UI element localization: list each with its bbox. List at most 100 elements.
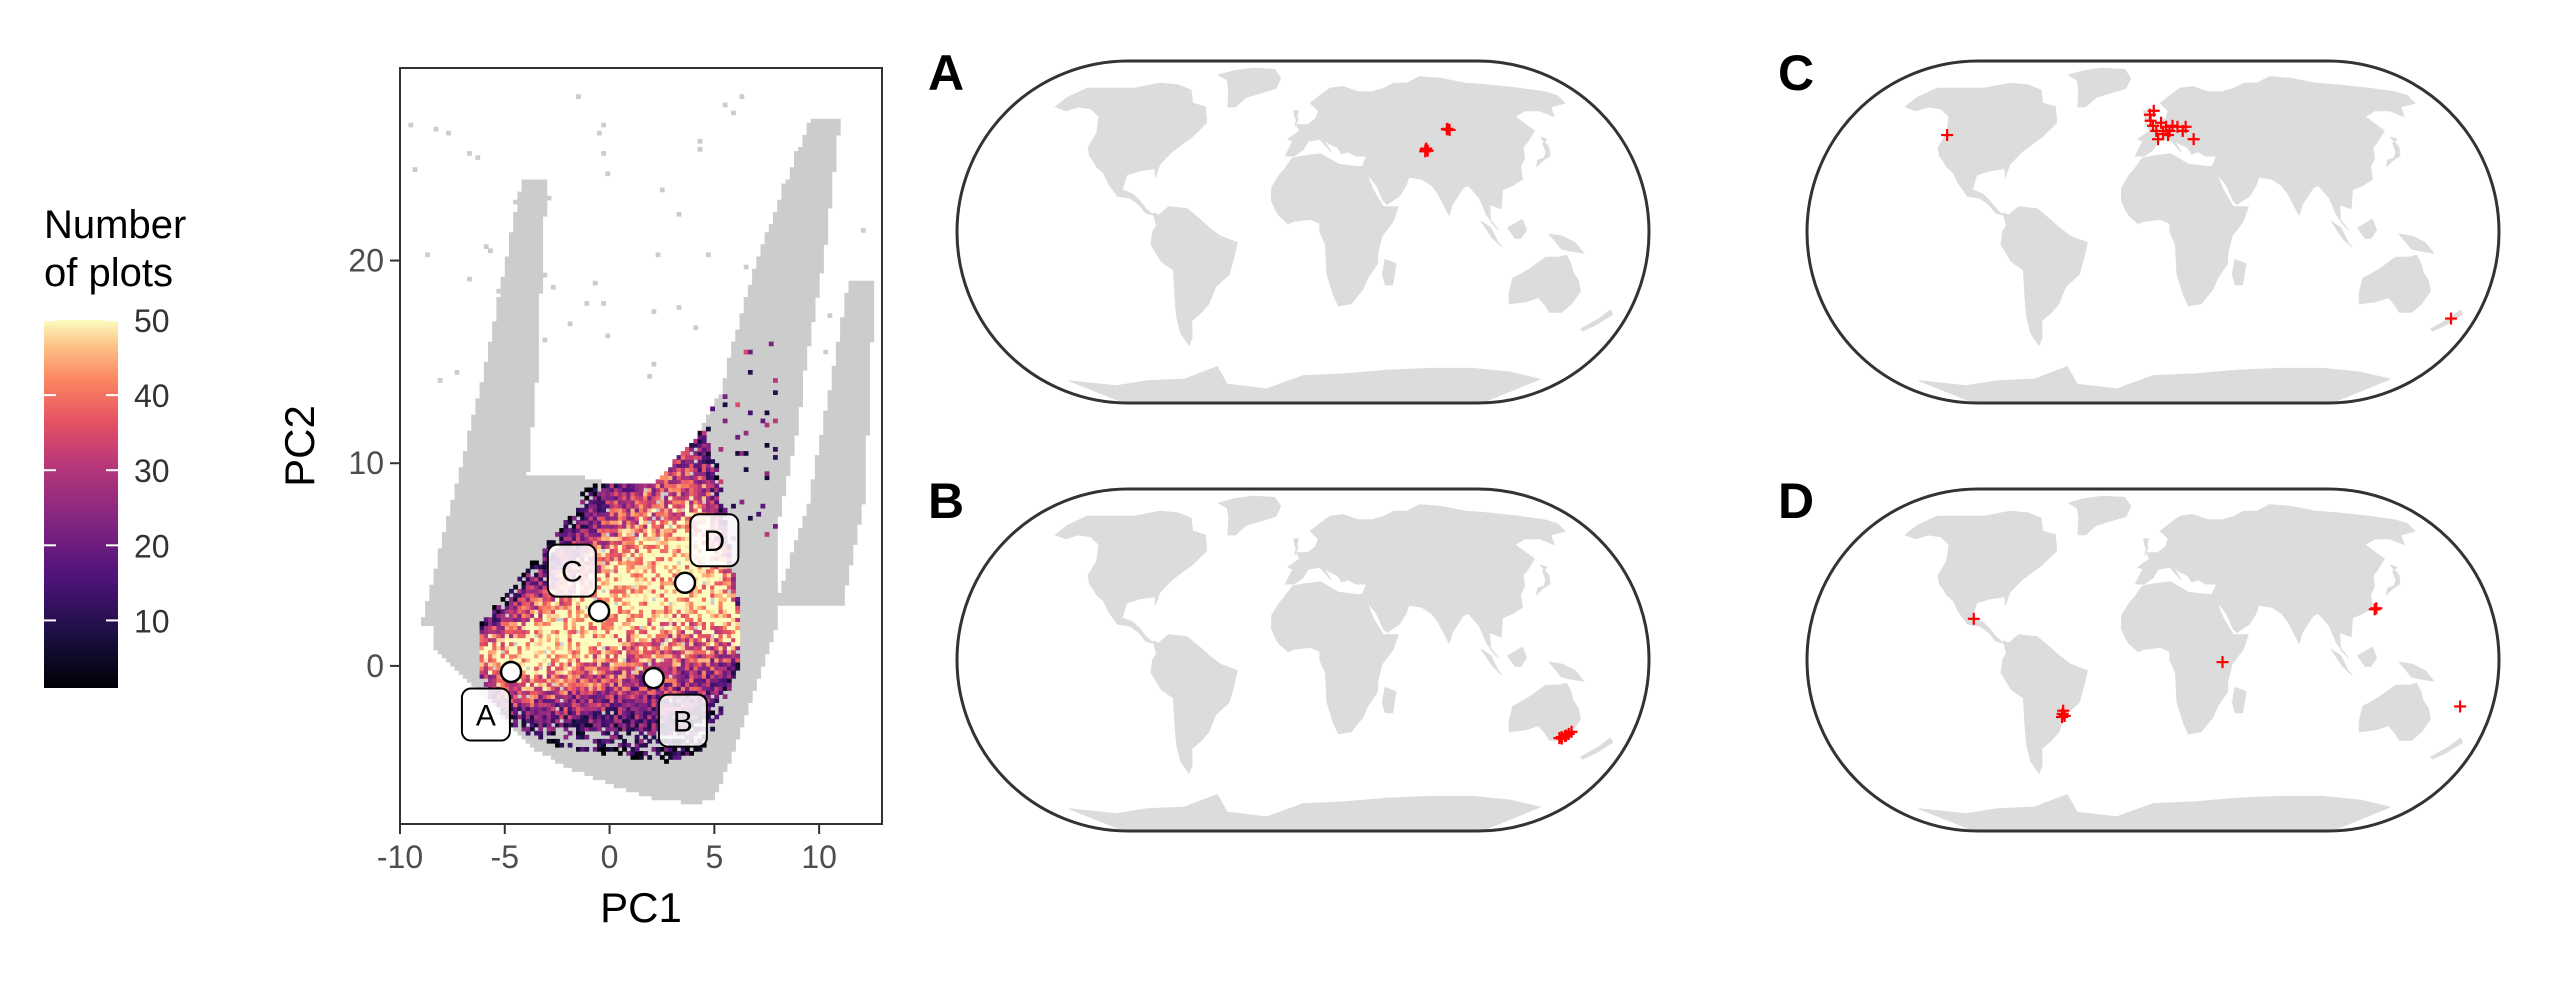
heatmap-cell [659, 507, 665, 513]
heatmap-cell [622, 499, 627, 505]
heatmap-cell [592, 645, 598, 651]
heatmap-cell [571, 706, 577, 712]
heatmap-cell [534, 597, 539, 602]
heatmap-cell [731, 503, 736, 509]
heatmap-cell [496, 629, 502, 635]
location-marker [2152, 133, 2165, 146]
heatmap-cell [622, 613, 627, 618]
heatmap-cell [659, 645, 665, 651]
heatmap-cell [643, 609, 648, 614]
heatmap-cell [488, 645, 493, 651]
heatmap-cell [563, 597, 569, 602]
heatmap-cell [500, 617, 506, 622]
heatmap-cell [580, 694, 585, 699]
heatmap-cell [685, 544, 690, 549]
heatmap-cell [643, 726, 648, 732]
heatmap-cell [622, 556, 627, 562]
heatmap-cell [680, 479, 686, 485]
heatmap-cell [567, 657, 573, 663]
heatmap-cell [731, 576, 736, 582]
heatmap-cell [693, 613, 699, 618]
heatmap-cell [643, 532, 648, 537]
heatmap-cell [718, 649, 724, 655]
heatmap-cell [525, 678, 531, 683]
heatmap-cell [584, 629, 590, 635]
heatmap-cell [768, 341, 774, 347]
heatmap-cell [622, 503, 627, 509]
heatmap-cell [634, 734, 640, 740]
heatmap-cell [571, 665, 577, 671]
heatmap-cell [617, 629, 623, 635]
heatmap-cell [513, 694, 518, 699]
heatmap-cell [563, 645, 569, 651]
heatmap-cell [617, 548, 623, 554]
heatmap-cell [601, 682, 606, 687]
heatmap-cell [647, 495, 653, 501]
heatmap-cell [630, 544, 636, 549]
heatmap-cell [546, 694, 552, 699]
heatmap-cell [483, 661, 489, 667]
heatmap-cell [664, 633, 669, 639]
heatmap-cell [689, 455, 694, 460]
heatmap-cell [529, 678, 535, 683]
heatmap-cell [576, 657, 581, 663]
heatmap-cell [609, 520, 615, 525]
heatmap-cell [651, 544, 657, 549]
heatmap-cell [601, 678, 606, 683]
heatmap-cell [726, 682, 732, 687]
heatmap-cell [655, 564, 661, 570]
panel-label: C [1778, 45, 1814, 101]
heatmap-cell [651, 653, 657, 659]
heatmap-cell [638, 714, 644, 720]
heatmap-cell [496, 621, 502, 626]
heatmap-cell [534, 665, 539, 671]
heatmap-cell [697, 592, 703, 598]
y-tick-label: 20 [348, 243, 384, 279]
heatmap-cell [563, 661, 569, 667]
heatmap-cell [517, 588, 523, 594]
y-axis-label: PC2 [276, 405, 323, 487]
heatmap-cell [689, 629, 694, 635]
heatmap-cell [613, 503, 619, 509]
heatmap-cell [626, 601, 632, 606]
heatmap-cell [563, 726, 569, 732]
heatmap-cell [718, 710, 724, 716]
heatmap-cell [592, 649, 598, 655]
heatmap-cell [701, 438, 707, 444]
heatmap-cell [668, 572, 673, 578]
heatmap-cell [634, 714, 640, 720]
heatmap-cell [693, 617, 699, 622]
heatmap-cell [655, 588, 661, 594]
heatmap-cell [542, 617, 548, 622]
heatmap-cell [689, 483, 694, 489]
heatmap-cell [601, 568, 606, 574]
heatmap-cell [651, 584, 657, 590]
heatmap-cell [597, 678, 602, 683]
heatmap-cell [710, 605, 715, 610]
heatmap-cell [680, 511, 686, 517]
heatmap-cell [626, 706, 632, 712]
heatmap-cell [576, 678, 581, 683]
heatmap-cell [605, 710, 611, 716]
heatmap-cell [622, 698, 627, 703]
heatmap-cell [655, 690, 661, 695]
heatmap-cell [680, 633, 686, 639]
heatmap-cell [706, 475, 711, 481]
heatmap-cell [609, 633, 615, 639]
heatmap-cell [542, 637, 548, 643]
heatmap-cell [584, 597, 590, 602]
heatmap-cell [580, 698, 585, 703]
heatmap-cell [588, 649, 594, 655]
heatmap-cell [567, 742, 573, 748]
heatmap-cell [697, 430, 703, 436]
heatmap-cell [680, 682, 686, 687]
heatmap-cell [576, 605, 581, 610]
heatmap-cell [483, 674, 489, 679]
heatmap-cell [726, 665, 732, 671]
heatmap-cell [584, 601, 590, 606]
heatmap-cell [597, 564, 602, 570]
heatmap-cell [664, 524, 669, 529]
heatmap-cell [601, 528, 606, 533]
heatmap-cell [509, 633, 514, 639]
